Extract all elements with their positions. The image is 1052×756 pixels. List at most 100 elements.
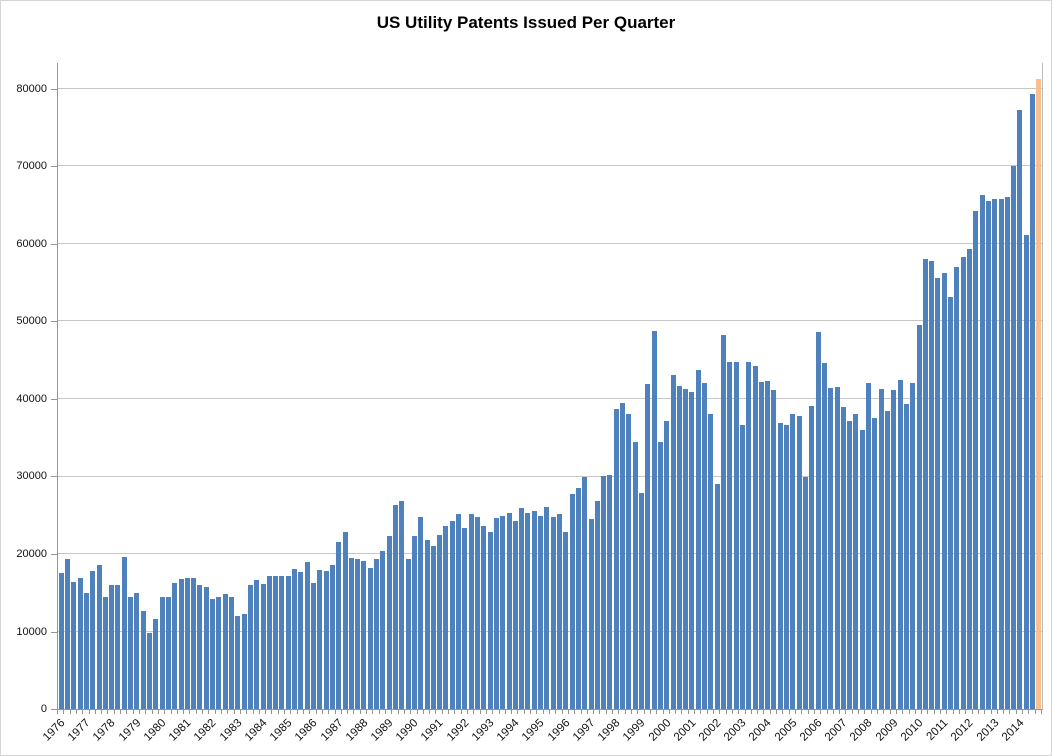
- x-axis-tick: [567, 710, 569, 714]
- bar-1992-Q2: [468, 513, 474, 709]
- y-axis-label-70000: 70000: [16, 160, 47, 173]
- x-axis-tick: [656, 710, 658, 714]
- bar-1987-Q1: [336, 542, 342, 709]
- x-axis-tick: [605, 710, 607, 714]
- x-axis-tick: [284, 710, 286, 714]
- y-axis-tick: [51, 709, 57, 710]
- x-axis-tick: [586, 710, 588, 714]
- bar-1992-Q1: [462, 527, 468, 709]
- x-axis-tick: [801, 710, 803, 714]
- x-axis-tick: [694, 710, 696, 714]
- bar-1982-Q3: [222, 594, 228, 709]
- x-axis-tick: [258, 710, 260, 714]
- bar-2010-Q2: [922, 258, 928, 709]
- x-axis-tick: [492, 710, 494, 714]
- x-axis-tick: [157, 710, 159, 714]
- bar-2007-Q4: [859, 429, 865, 709]
- x-axis-tick: [738, 710, 740, 714]
- bar-1999-Q4: [657, 441, 663, 709]
- bar-1989-Q3: [399, 501, 405, 709]
- bar-2000-Q3: [676, 385, 682, 709]
- x-axis-tick: [126, 710, 128, 714]
- bar-1977-Q1: [83, 592, 89, 709]
- bar-2009-Q1: [891, 390, 897, 709]
- bar-1995-Q2: [544, 506, 550, 709]
- bar-2000-Q2: [670, 374, 676, 709]
- y-axis-tick: [51, 631, 57, 633]
- x-axis-tick: [113, 710, 115, 714]
- bar-1987-Q4: [355, 558, 361, 709]
- x-axis-tick: [290, 710, 292, 714]
- gridline-10000: [58, 630, 1042, 632]
- x-axis-tick: [530, 710, 532, 714]
- bar-1983-Q2: [241, 613, 247, 709]
- bar-1979-Q3: [147, 633, 152, 709]
- x-axis-tick: [549, 710, 550, 714]
- x-axis-tick: [870, 710, 872, 714]
- x-axis-tick: [769, 710, 771, 714]
- x-axis-tick: [523, 710, 525, 714]
- x-axis-tick: [599, 710, 601, 714]
- bar-1989-Q1: [386, 536, 392, 709]
- bar-1990-Q4: [430, 546, 436, 709]
- x-axis-tick: [580, 710, 582, 714]
- y-axis-label-30000: 30000: [16, 470, 47, 483]
- bar-2008-Q4: [885, 410, 890, 709]
- x-axis-tick: [239, 710, 241, 714]
- x-axis-tick: [145, 710, 147, 714]
- y-axis-tick: [51, 243, 57, 245]
- x-axis-tick: [353, 710, 355, 714]
- x-axis-tick: [776, 710, 778, 714]
- gridline-60000: [58, 242, 1042, 244]
- x-axis-tick: [933, 710, 935, 714]
- bar-2012-Q1: [967, 249, 972, 709]
- x-axis-tick: [170, 710, 172, 714]
- bar-1978-Q3: [121, 557, 127, 709]
- y-axis-tick: [51, 88, 57, 90]
- bar-1976-Q2: [65, 558, 70, 709]
- gridline-30000: [58, 475, 1042, 477]
- bar-1987-Q2: [342, 532, 348, 709]
- bar-2004-Q3: [777, 423, 783, 709]
- x-axis-tick: [971, 710, 973, 714]
- bar-1993-Q3: [500, 516, 506, 709]
- bar-2006-Q2: [821, 362, 827, 709]
- bar-1991-Q2: [443, 526, 449, 709]
- bar-2005-Q1: [790, 414, 796, 709]
- bar-2011-Q2: [948, 296, 954, 709]
- bar-1996-Q4: [582, 477, 588, 709]
- bar-1982-Q4: [229, 597, 234, 709]
- bar-1992-Q3: [475, 516, 480, 709]
- x-axis-tick: [649, 710, 651, 714]
- x-axis-tick: [820, 710, 822, 714]
- bar-2004-Q2: [771, 390, 777, 709]
- x-axis-tick: [473, 710, 475, 714]
- x-axis-tick: [441, 710, 443, 714]
- x-axis-tick: [221, 710, 222, 714]
- bar-2003-Q4: [758, 381, 764, 709]
- x-axis-tick: [977, 710, 979, 714]
- x-axis-tick: [183, 710, 185, 714]
- chart-title: US Utility Patents Issued Per Quarter: [376, 13, 676, 32]
- x-axis-tick: [618, 710, 620, 714]
- x-axis-tick: [429, 710, 431, 714]
- x-axis-tick: [366, 710, 368, 714]
- x-axis-tick: [132, 710, 134, 714]
- bar-1981-Q2: [191, 578, 197, 709]
- bar-1985-Q3: [298, 571, 304, 709]
- bar-2011-Q3: [954, 267, 960, 709]
- bar-1986-Q4: [329, 564, 335, 709]
- bar-1980-Q1: [159, 596, 165, 709]
- x-axis-tick: [271, 710, 273, 714]
- bar-1992-Q4: [481, 526, 487, 709]
- bar-1995-Q4: [557, 514, 562, 709]
- x-axis-tick: [57, 710, 58, 714]
- bar-1981-Q1: [184, 578, 190, 709]
- bar-2008-Q2: [872, 418, 878, 709]
- x-axis-tick: [946, 710, 948, 714]
- x-axis-tick: [1003, 710, 1005, 714]
- x-axis-tick: [839, 710, 841, 714]
- bar-2000-Q4: [683, 388, 689, 709]
- bar-2014-Q4-estimate: [1036, 78, 1042, 709]
